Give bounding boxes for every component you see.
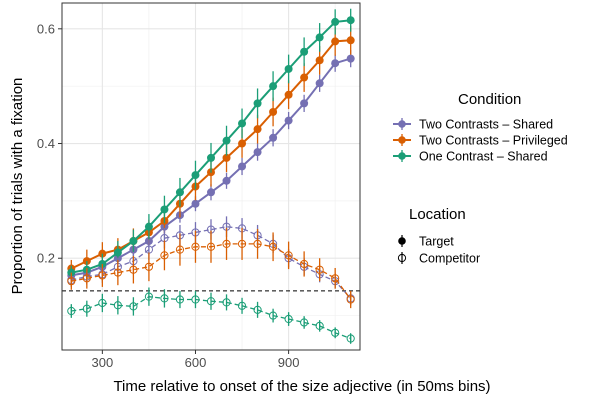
data-point — [346, 16, 355, 25]
data-point — [269, 107, 278, 116]
data-point — [207, 153, 215, 162]
data-point — [315, 79, 324, 88]
data-point — [238, 162, 247, 171]
data-point — [175, 188, 184, 197]
x-tick-label: 600 — [185, 355, 207, 370]
data-point — [269, 133, 278, 142]
legend-condition-key-point — [398, 152, 406, 160]
y-tick-label: 0.6 — [37, 21, 55, 36]
data-point — [113, 248, 122, 257]
legend-condition-label: Two Contrasts – Privileged — [419, 134, 568, 148]
legend-condition-label: One Contrast – Shared — [419, 150, 548, 164]
data-point — [300, 99, 309, 108]
data-point — [346, 36, 355, 45]
data-point — [315, 56, 324, 65]
series-competitor-5 — [67, 287, 355, 345]
data-point — [331, 37, 340, 46]
series-competitor-4 — [67, 227, 355, 309]
data-point — [191, 199, 200, 208]
data-point — [129, 237, 138, 246]
legend-location-key-point — [397, 253, 407, 263]
data-point — [238, 119, 247, 128]
legend-location-label: Competitor — [419, 252, 480, 266]
data-point — [207, 188, 215, 197]
axes: 300 600 900 0.2 0.4 0.6 — [37, 21, 300, 370]
data-point — [253, 99, 262, 108]
x-axis-label: Time relative to onset of the size adjec… — [113, 378, 490, 395]
data-point — [222, 136, 231, 145]
legend-condition-title: Condition — [458, 91, 521, 108]
y-tick-label: 0.4 — [37, 136, 55, 151]
data-point — [191, 171, 200, 180]
data-point — [300, 47, 309, 56]
data-point — [144, 222, 153, 231]
x-tick-label: 900 — [278, 355, 300, 370]
legend-location-key-point — [398, 237, 406, 245]
legend-location-title: Location — [409, 206, 466, 223]
x-tick-label: 300 — [92, 355, 114, 370]
data-point — [253, 148, 262, 157]
y-tick-label: 0.2 — [37, 251, 55, 266]
series-layer — [67, 8, 355, 345]
data-point — [253, 125, 262, 134]
legend: Condition Location Two Contrasts – Share… — [393, 91, 568, 266]
panel-border — [61, 2, 361, 351]
data-point — [331, 17, 340, 26]
legend-condition-label: Two Contrasts – Shared — [419, 118, 553, 132]
data-point — [238, 139, 247, 148]
data-point — [284, 116, 293, 125]
legend-condition-key-point — [398, 136, 406, 144]
data-point — [331, 59, 340, 68]
legend-location-label: Target — [419, 235, 454, 249]
y-axis-label: Proportion of trials with a fixation — [9, 78, 26, 295]
data-point — [284, 90, 293, 99]
data-point — [346, 54, 355, 63]
data-point — [269, 82, 278, 91]
data-point — [160, 205, 169, 214]
data-point — [222, 153, 231, 162]
legend-condition-key-point — [398, 120, 406, 128]
data-point — [284, 64, 293, 73]
data-point — [222, 176, 231, 185]
data-point — [300, 73, 309, 82]
data-point — [315, 33, 324, 42]
